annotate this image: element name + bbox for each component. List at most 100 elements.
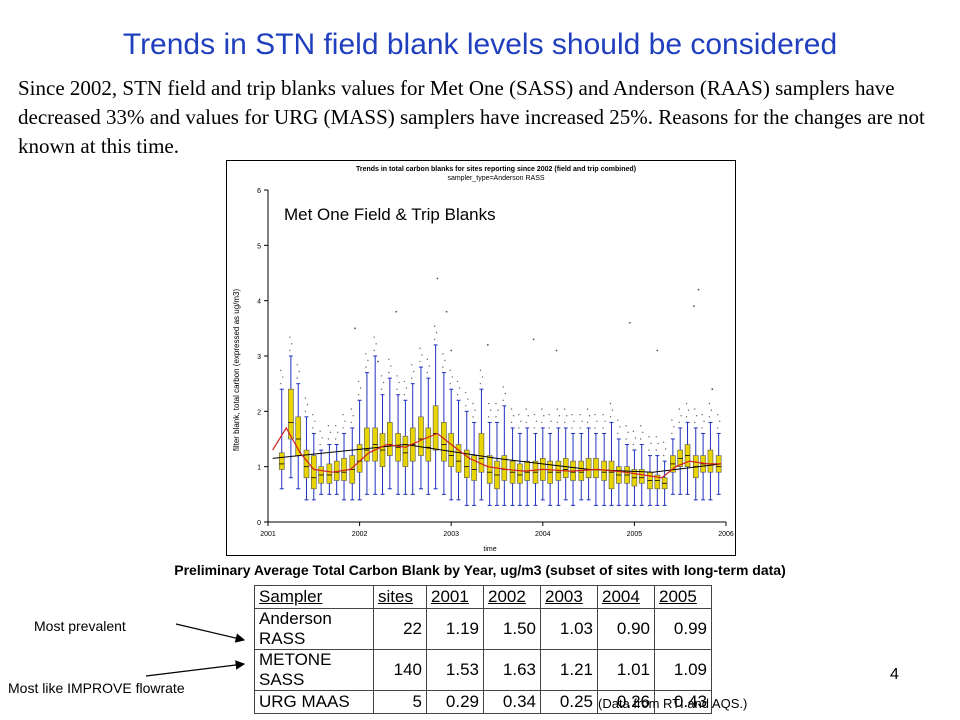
y-tick-label: 4 <box>257 299 261 306</box>
box-outlier-dot <box>640 425 642 427</box>
box-outlier-dot <box>296 364 298 366</box>
box-outlier-dot <box>548 427 550 429</box>
box-outlier-dot <box>449 369 451 372</box>
table-cell: 0.43 <box>654 690 712 714</box>
box-outlier-dot <box>352 415 354 417</box>
table-cell: 0.25 <box>540 690 598 714</box>
callout-most-like-improve: Most like IMPROVE flowrate <box>8 680 185 696</box>
box-outlier-dot <box>282 376 284 378</box>
box-outlier-dot <box>671 432 673 435</box>
header-2002: 2002 <box>483 585 541 609</box>
box-outlier-dot <box>627 431 629 434</box>
box-outlier-dot <box>449 382 451 385</box>
box-outlier-dot <box>642 431 644 434</box>
box-outlier-dot <box>289 336 291 338</box>
y-tick-label: 2 <box>257 409 261 416</box>
slide-body-text: Since 2002, STN field and trip blanks va… <box>18 76 925 158</box>
box-body <box>387 422 393 456</box>
y-axis-label: filter blank, total carbon (expressed as… <box>232 289 241 452</box>
box-outlier-dot <box>685 416 688 418</box>
outlier-point <box>445 310 448 313</box>
y-tick-label: 5 <box>257 243 261 250</box>
box-outlier-dot <box>335 438 337 440</box>
box-outlier-dot <box>312 427 314 429</box>
box-outlier-dot <box>594 427 596 429</box>
slide-title: Trends in STN field blank levels should … <box>122 28 838 61</box>
box-outlier-dot <box>680 415 682 417</box>
box-body <box>278 452 285 470</box>
outlier-point <box>656 349 659 352</box>
box-body <box>562 458 569 479</box>
box-outlier-dot <box>365 366 367 368</box>
table-header-row: Sampler sites 2001 2002 2003 2004 2005 <box>254 585 712 609</box>
box-outlier-dot <box>421 354 423 356</box>
x-tick-label: 2006 <box>718 531 734 538</box>
y-tick-label: 3 <box>257 354 261 361</box>
box-outlier-dot <box>413 370 415 373</box>
header-2001: 2001 <box>426 585 484 609</box>
box-outlier-dot <box>604 420 606 422</box>
box-outlier-dot <box>543 415 545 417</box>
box-outlier-dot <box>581 420 583 422</box>
table-row: Anderson RASS 22 1.19 1.50 1.03 0.90 0.9… <box>254 608 712 650</box>
box-outlier-dot <box>489 409 492 411</box>
box-outlier-dot <box>306 403 309 406</box>
header-2003: 2003 <box>540 585 598 609</box>
box-body <box>448 433 454 467</box>
box-outlier-dot <box>504 392 507 395</box>
box-body <box>593 458 599 479</box>
box-outlier-dot <box>566 415 568 417</box>
box-outlier-dot <box>396 375 398 377</box>
box-outlier-dot <box>558 415 561 417</box>
box-outlier-dot <box>701 427 703 429</box>
box-outlier-dot <box>367 359 369 362</box>
box-outlier-dot <box>625 425 627 427</box>
box-outlier-dot <box>474 409 476 411</box>
x-axis-label: time <box>483 546 496 553</box>
table-cell: 0.99 <box>654 608 712 650</box>
box-outlier-dot <box>291 343 293 345</box>
box-outlier-dot <box>710 409 713 411</box>
x-tick-label: 2005 <box>627 531 643 538</box>
box-outlier-dot <box>373 349 375 352</box>
box-outlier-dot <box>694 408 696 410</box>
box-outlier-dot <box>373 336 375 338</box>
box-outlier-dot <box>327 438 330 440</box>
box-outlier-dot <box>708 402 711 405</box>
outlier-point <box>697 288 700 291</box>
box-outlier-dot <box>342 427 344 429</box>
table-row: URG MAAS 5 0.29 0.34 0.25 0.26 0.43 <box>254 690 712 714</box>
box-outlier-dot <box>571 427 573 429</box>
box-outlier-dot <box>596 420 598 422</box>
box-outlier-dot <box>411 364 413 366</box>
box-outlier-dot <box>411 377 413 379</box>
box-outlier-dot <box>298 370 300 373</box>
box-outlier-dot <box>312 413 314 416</box>
box-outlier-dot <box>564 408 566 410</box>
table-caption: Preliminary Average Total Carbon Blank b… <box>174 562 786 578</box>
box-body <box>463 449 470 479</box>
box-outlier-dot <box>648 436 650 438</box>
box-body <box>638 469 645 484</box>
table-cell: 1.21 <box>540 649 598 691</box>
overlay-label: Met One Field & Trip Blanks <box>284 205 496 224</box>
smooth-trend-line <box>272 426 722 479</box>
y-tick-label: 1 <box>257 465 261 472</box>
outlier-point <box>395 310 398 313</box>
box-outlier-dot <box>586 408 589 410</box>
chart-subtitle: sampler_type=Anderson RASS <box>447 175 544 182</box>
box-outlier-dot <box>625 438 627 440</box>
box-outlier-dot <box>329 431 332 434</box>
arrow-most-like-improve <box>145 660 246 677</box>
box-outlier-dot <box>716 427 719 429</box>
outlier-point <box>354 327 356 330</box>
box-outlier-dot <box>594 413 596 416</box>
box-outlier-dot <box>716 413 719 416</box>
box-outlier-dot <box>678 408 680 410</box>
box-outlier-dot <box>609 416 612 418</box>
box-outlier-dot <box>696 415 698 417</box>
overlay-label-bg <box>280 196 616 230</box>
box-outlier-dot <box>344 420 346 422</box>
box-outlier-dot <box>337 431 339 434</box>
box-outlier-dot <box>678 421 680 424</box>
